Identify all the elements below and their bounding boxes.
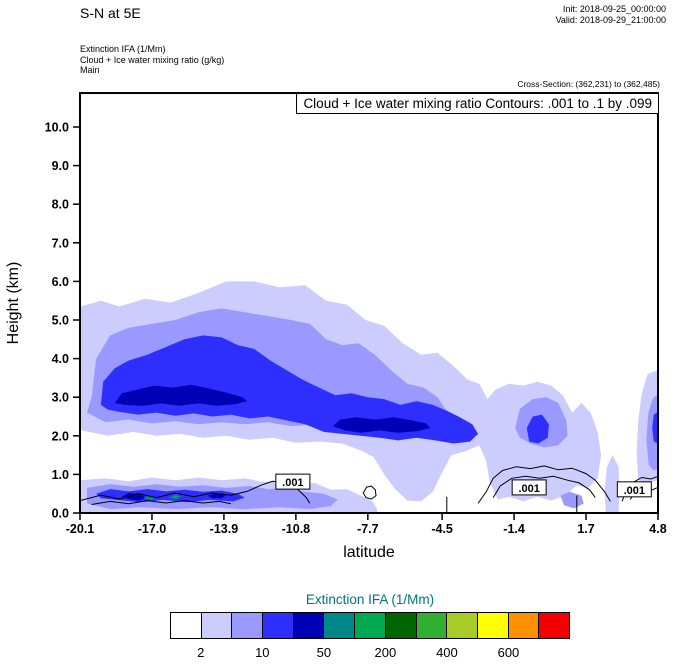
colorbar-cell [171, 613, 202, 638]
contour-label-box [511, 479, 547, 496]
y-tick-label: 1.0 [52, 468, 69, 482]
contour-line-cloud-001-ring [362, 485, 377, 500]
colorbar-cell [508, 613, 540, 638]
contour-line-cloud-001-right-outer [477, 465, 611, 504]
contour-fill-layer [80, 281, 658, 513]
y-tick-label: 5.0 [52, 314, 69, 328]
colorbar-tick-label: 400 [436, 645, 458, 660]
cross-section-plot: 0.0 1.0 2.0 3.0 4.0 5.0 6.0 7.0 8.0 9.0 10.0 -20.1 -… [45, 92, 667, 536]
contour-label: .001 [518, 483, 539, 495]
contour-region-right-patch-bright [526, 414, 549, 444]
y-tick-label: 7.0 [52, 236, 69, 250]
colorbar-cell [447, 613, 478, 638]
colorbar-tick-label: 10 [255, 645, 270, 660]
contour-label-box [616, 481, 652, 498]
colorbar-tick-label: 50 [316, 645, 332, 660]
y-tick-label: 3.0 [52, 391, 69, 405]
x-tick-label: -13.9 [210, 522, 239, 536]
colorbar-title: Extinction IFA (1/Mm) [305, 592, 435, 607]
x-tick-label: -17.0 [138, 522, 167, 536]
field-cloud-ice-label: Cloud + Ice water mixing ratio (g/kg) [80, 54, 225, 65]
contour-line-cloud-001-left-inner [91, 500, 231, 505]
contour-region-main-core-bright [100, 335, 479, 444]
model-times: Init: 2018-09-25_00:00:00 Valid: 2018-09… [556, 4, 666, 26]
colorbar-tick-label: 200 [374, 645, 397, 660]
contour-line-cloud-001-right-inner [492, 475, 596, 498]
contour-label: .001 [282, 477, 303, 489]
y-tick-label: 0.0 [52, 507, 69, 521]
contour-region-navy-surface-a [121, 492, 148, 501]
colorbar-cell [263, 613, 294, 638]
colorbar-cell [416, 613, 448, 638]
colorbar-cell [385, 613, 417, 638]
cross-section-label: Cross-Section: (362,231) to (362,485) [517, 79, 660, 89]
y-tick-label: 10.0 [45, 121, 69, 135]
colorbar-tick-label: 600 [497, 645, 520, 660]
x-tick-label: -10.8 [282, 522, 311, 536]
y-tick-label: 9.0 [52, 159, 69, 173]
x-tick-label: -7.7 [357, 522, 379, 536]
y-axis-label: Height (km) [5, 261, 22, 345]
y-tick-label: 4.0 [52, 352, 69, 366]
colorbar-cell [232, 613, 264, 638]
colorbar [170, 612, 570, 639]
y-tick-label: 6.0 [52, 275, 69, 289]
contour-label-box [275, 473, 311, 490]
contour-info-box: Cloud + Ice water mixing ratio Contours:… [296, 93, 659, 114]
y-tick-label: 8.0 [52, 198, 69, 212]
field-domain-label: Main [80, 65, 100, 75]
page-title: S-N at 5E [80, 5, 141, 21]
x-tick-label: 1.7 [577, 522, 594, 536]
x-tick-label: -4.5 [431, 522, 453, 536]
contour-region-bottom-right-blob-medium [560, 491, 584, 509]
y-tick-label: 2.0 [52, 429, 69, 443]
colorbar-cell [324, 613, 356, 638]
field-list: Extinction IFA (1/Mm) Cloud + Ice water … [80, 44, 224, 76]
contour-region-far-right-edge-bright [652, 411, 658, 444]
colorbar-tick-labels: 2 10 50 200 400 600 [170, 645, 570, 661]
contour-region-green-spot [172, 495, 178, 499]
contour-region-navy-core-left [114, 384, 248, 406]
x-tick-label: -1.4 [503, 522, 525, 536]
valid-time-label: Valid: 2018-09-29_21:00:00 [555, 15, 666, 25]
contour-region-navy-core-center [333, 417, 431, 433]
colorbar-cell [201, 613, 233, 638]
x-tick-label: -20.1 [66, 522, 95, 536]
init-time-label: Init: 2018-09-25_00:00:00 [562, 4, 666, 14]
colorbar-cell [539, 613, 569, 638]
x-tick-label: 4.8 [649, 522, 666, 536]
x-axis-label: latitude [343, 544, 395, 561]
colorbar-cell [293, 613, 325, 638]
colorbar-cell [477, 613, 509, 638]
field-extinction-label: Extinction IFA (1/Mm) [80, 44, 166, 54]
colorbar-cell [355, 613, 386, 638]
contour-label: .001 [624, 485, 645, 497]
colorbar-tick-label: 2 [197, 645, 205, 660]
